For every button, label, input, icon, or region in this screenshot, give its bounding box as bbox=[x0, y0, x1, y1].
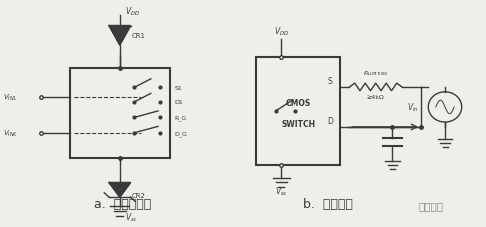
Text: D: D bbox=[328, 116, 333, 125]
Polygon shape bbox=[109, 183, 131, 197]
Bar bbox=[256, 57, 340, 165]
Text: SWITCH: SWITCH bbox=[281, 120, 315, 129]
Text: S1: S1 bbox=[175, 86, 182, 91]
Text: $V_{DD}$: $V_{DD}$ bbox=[274, 26, 289, 38]
Text: $V_{DD}$: $V_{DD}$ bbox=[124, 5, 140, 18]
Text: $V_{IN1}$: $V_{IN1}$ bbox=[3, 92, 17, 102]
Text: $V_{INK}$: $V_{INK}$ bbox=[3, 128, 18, 138]
Text: 贸泽电子: 贸泽电子 bbox=[418, 200, 443, 210]
Text: S: S bbox=[328, 76, 333, 85]
Text: $R_{LIMITING}$: $R_{LIMITING}$ bbox=[363, 69, 388, 78]
Text: $V_{ss}$: $V_{ss}$ bbox=[275, 185, 288, 197]
Text: CR1: CR1 bbox=[132, 33, 146, 39]
Text: D_G: D_G bbox=[175, 131, 188, 136]
Text: CR2: CR2 bbox=[132, 192, 146, 198]
Text: R_G: R_G bbox=[175, 115, 187, 121]
Text: a.  二极管保护: a. 二极管保护 bbox=[94, 197, 151, 210]
Text: D1: D1 bbox=[175, 100, 184, 105]
Text: CMOS: CMOS bbox=[285, 98, 311, 107]
Text: b.  限流保护: b. 限流保护 bbox=[303, 197, 353, 210]
Bar bbox=[69, 68, 170, 158]
Polygon shape bbox=[109, 27, 131, 46]
Text: ≥4kΩ: ≥4kΩ bbox=[367, 94, 384, 99]
Text: $V_{in}$: $V_{in}$ bbox=[407, 101, 419, 114]
Text: $V_{ss}$: $V_{ss}$ bbox=[124, 210, 137, 223]
